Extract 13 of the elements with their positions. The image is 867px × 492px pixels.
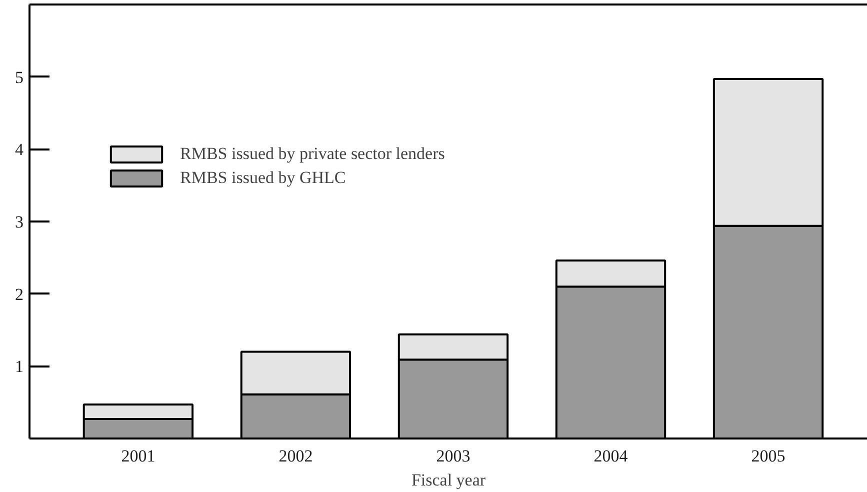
x-tick-label: 2004 (594, 446, 628, 466)
y-tick-label: 1 (15, 357, 24, 376)
x-axis-title: Fiscal year (411, 470, 486, 490)
x-tick-label: 2005 (751, 446, 786, 466)
y-tick-label: 3 (15, 212, 24, 232)
legend-label: RMBS issued by GHLC (180, 168, 346, 188)
y-tick-label: 4 (15, 140, 24, 160)
legend-label: RMBS issued by private sector lenders (180, 144, 445, 164)
x-tick-label: 2002 (278, 446, 313, 466)
x-tick-label: 2003 (436, 446, 470, 466)
x-tick-label: 2001 (121, 446, 156, 466)
y-tick-label: 5 (15, 68, 24, 87)
y-tick-label: 2 (15, 284, 24, 304)
